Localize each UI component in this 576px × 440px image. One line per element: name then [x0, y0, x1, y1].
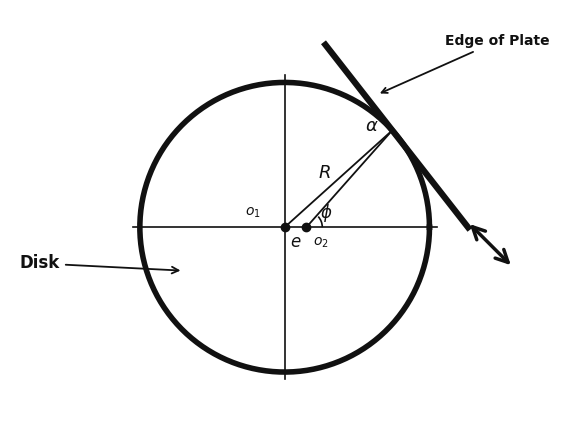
Text: $R$: $R$: [317, 164, 331, 182]
Text: $\alpha$: $\alpha$: [365, 117, 379, 135]
Text: Disk: Disk: [20, 254, 179, 273]
Text: $o_2$: $o_2$: [313, 236, 329, 250]
Text: $e$: $e$: [290, 233, 301, 251]
Text: $o_1$: $o_1$: [245, 205, 261, 220]
Text: Edge of Plate: Edge of Plate: [382, 34, 550, 93]
Text: $\phi$: $\phi$: [320, 202, 333, 224]
